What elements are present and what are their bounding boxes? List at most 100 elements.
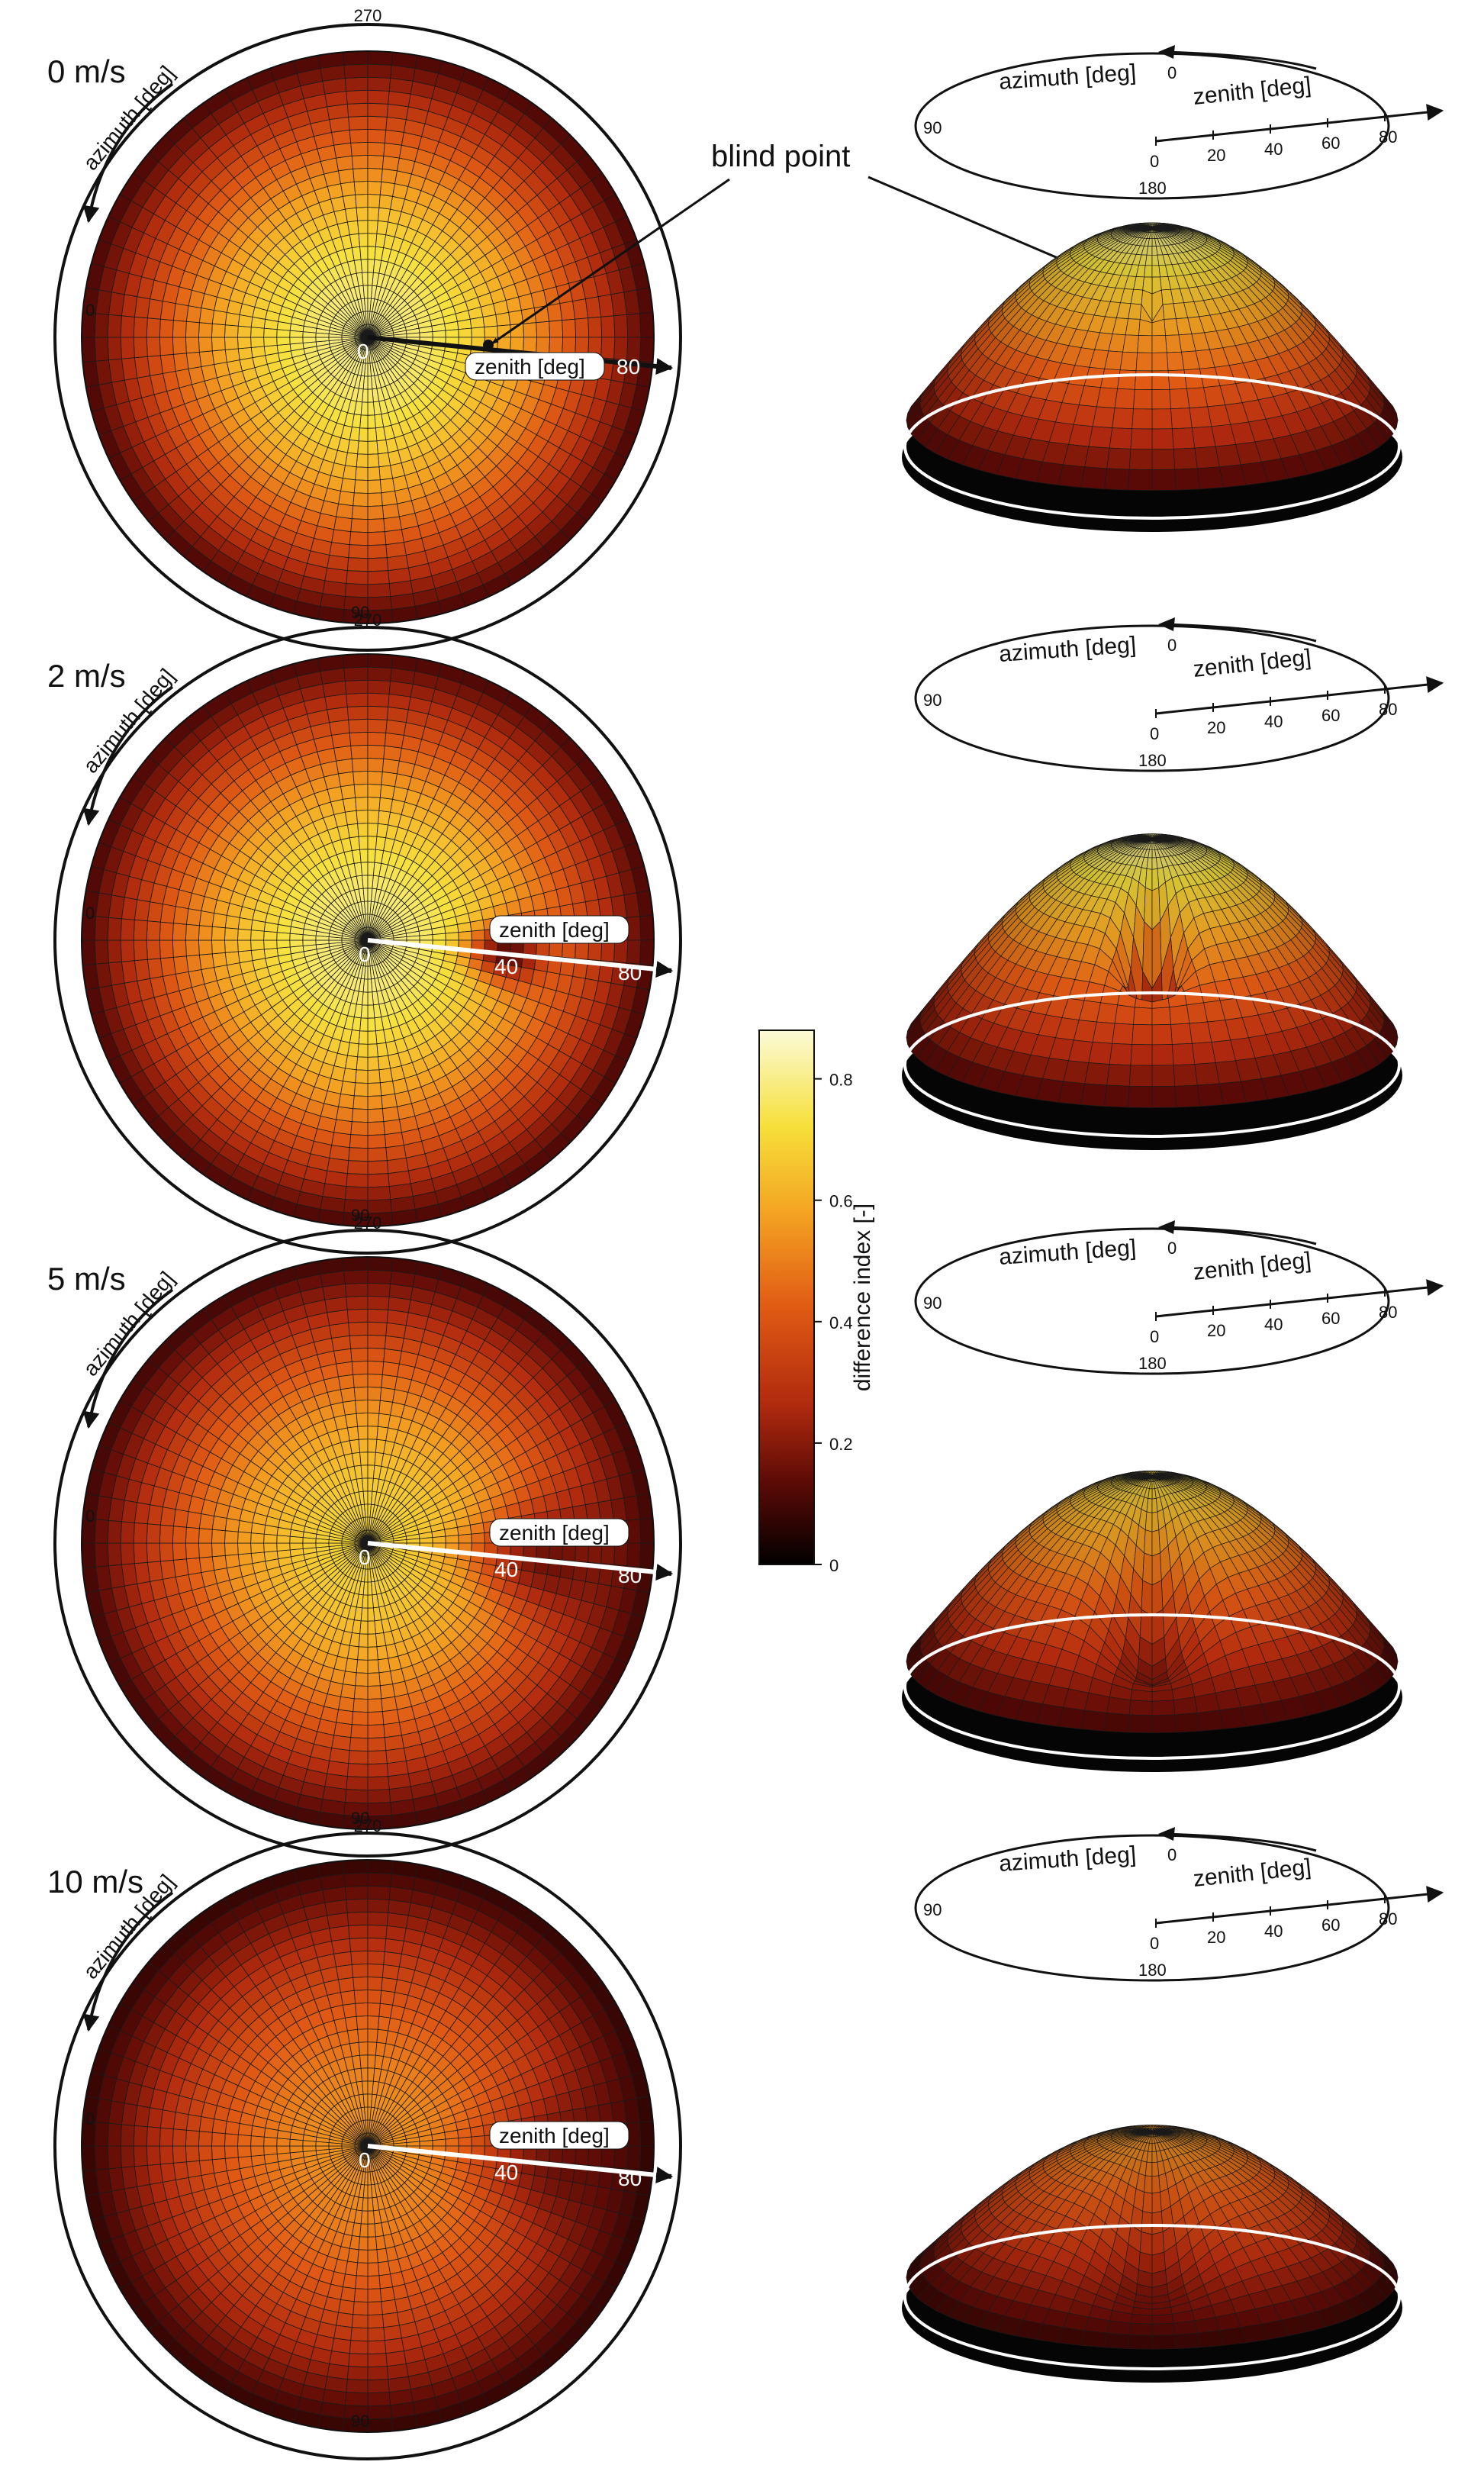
- polar-cell: [351, 505, 369, 520]
- polar-cell: [224, 939, 239, 953]
- polar-cell: [406, 332, 420, 338]
- polar-cell: [367, 479, 382, 494]
- polar-cell: [340, 1081, 356, 1097]
- polar-cell: [600, 315, 616, 338]
- polar-cell: [357, 220, 369, 234]
- polar-cell: [458, 930, 472, 941]
- polar-cell: [367, 991, 374, 1006]
- polar-cell: [367, 388, 374, 403]
- polar-cell: [367, 427, 378, 442]
- polar-cell: [336, 503, 354, 520]
- surface-cell: [1125, 318, 1141, 336]
- zenith-tick-label: 40: [1264, 712, 1283, 731]
- zenith-label: zenith [deg]: [1192, 72, 1312, 110]
- zenith-label: zenith [deg]: [475, 355, 585, 379]
- polar-cell: [383, 142, 402, 159]
- polar-cell: [348, 1147, 369, 1162]
- polar-cell: [367, 505, 385, 520]
- azimuth-tick-0: 0: [85, 904, 95, 923]
- polar-cell: [378, 1068, 394, 1084]
- polar-cell: [237, 325, 252, 338]
- polar-cell: [349, 1134, 369, 1149]
- polar-cell: [133, 919, 148, 941]
- polar-cell: [224, 337, 239, 350]
- azimuth-tick-0: 0: [1167, 63, 1177, 82]
- azimuth-ellipse: [914, 52, 1390, 200]
- polar-cell: [338, 168, 355, 185]
- polar-cell: [353, 479, 369, 494]
- polar-cell: [172, 906, 189, 925]
- polar-cell: [383, 516, 402, 533]
- polar-cell: [367, 705, 389, 720]
- polar-cell: [344, 207, 359, 223]
- surface-cell: [1109, 427, 1133, 450]
- polar-cell: [367, 194, 381, 208]
- polar-cell: [250, 346, 266, 359]
- zenith-tick-40: 40: [494, 955, 518, 978]
- surface-cell: [1128, 469, 1153, 491]
- polar-cell: [346, 1173, 369, 1188]
- polar-cell: [159, 318, 174, 338]
- polar-cell: [367, 1147, 388, 1162]
- polar-cell: [198, 337, 213, 353]
- polar-cell: [383, 1119, 402, 1136]
- polar-cell: [471, 930, 485, 941]
- polar-cell: [250, 327, 265, 338]
- polar-cell: [107, 337, 122, 361]
- azimuth-tick-0: 0: [1167, 636, 1177, 655]
- polar-cell: [562, 318, 577, 338]
- polar-cell: [340, 478, 356, 494]
- polar-cell: [346, 220, 359, 236]
- polar-cell: [367, 978, 373, 993]
- polar-cell: [367, 401, 375, 416]
- polar-cell: [379, 478, 395, 494]
- surface-cell: [1117, 369, 1137, 390]
- polar-cell: [172, 320, 187, 338]
- surface-cell: [1151, 265, 1160, 278]
- polar-cell: [377, 1055, 391, 1071]
- polar-cell: [367, 89, 390, 105]
- polar-cell: [315, 939, 330, 946]
- surface-cell: [1128, 303, 1142, 320]
- polar-cell: [250, 337, 265, 348]
- polar-cell: [340, 784, 356, 800]
- surface-cell: [1166, 351, 1185, 372]
- polar-cell: [367, 207, 380, 221]
- surface-cell: [1137, 335, 1153, 353]
- polar-cell: [367, 102, 389, 118]
- polar-cell: [336, 155, 354, 172]
- surface-cell: [1164, 318, 1180, 336]
- surface-cell: [1196, 466, 1224, 490]
- surface-cell: [1144, 254, 1153, 266]
- polar-cell: [587, 316, 603, 338]
- surface-cell: [1080, 466, 1108, 490]
- polar-cell: [495, 311, 511, 327]
- polar-cell: [351, 1108, 369, 1123]
- polar-cell: [367, 666, 392, 682]
- polar-cell: [367, 115, 388, 130]
- polar-cell: [198, 925, 213, 941]
- polar-cell: [146, 337, 161, 357]
- polar-cell: [350, 518, 369, 533]
- blind-point-label: blind point: [711, 140, 850, 173]
- polar-cell: [367, 128, 387, 143]
- polar-cell: [263, 930, 278, 941]
- polar-cell: [344, 1186, 369, 1201]
- polar-cell: [172, 955, 189, 975]
- polar-cell: [350, 744, 369, 759]
- polar-cell: [379, 784, 395, 800]
- polar-cell: [336, 758, 354, 775]
- polar-cell: [367, 220, 378, 234]
- polar-cell: [263, 939, 278, 950]
- polar-cell: [349, 731, 369, 746]
- polar-cell: [211, 323, 226, 338]
- surface-cell: [1169, 388, 1190, 410]
- polar-cell: [523, 322, 538, 338]
- polar-cell: [367, 1134, 387, 1149]
- zenith-tick-label: 20: [1207, 718, 1225, 737]
- polar-cell: [211, 952, 227, 968]
- polar-cell: [381, 771, 398, 788]
- polar-cell: [510, 337, 524, 352]
- polar-cell: [639, 914, 655, 941]
- polar-cell: [367, 1121, 385, 1136]
